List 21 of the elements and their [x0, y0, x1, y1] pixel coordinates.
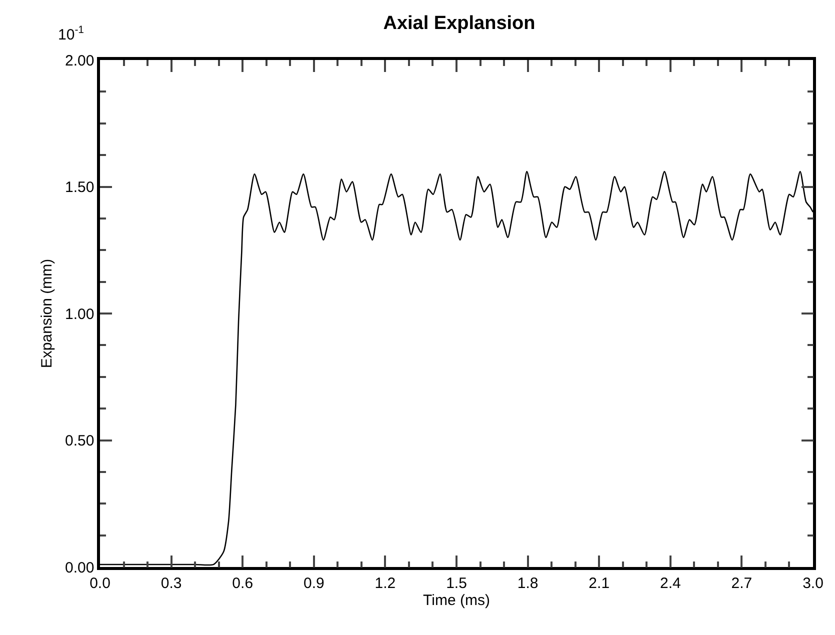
chart-title: Axial Explansion: [383, 13, 536, 34]
x-tick-label: 2.1: [588, 574, 610, 592]
x-axis-title: Time (ms): [423, 592, 490, 609]
x-tick-label: 2.4: [660, 574, 681, 592]
x-tick-label: 0.6: [232, 574, 254, 592]
x-tick-label: 1.8: [517, 574, 538, 592]
y-tick-label: 0.50: [65, 432, 94, 450]
y-axis-title: Expansion (mm): [38, 258, 56, 368]
x-tick-label: 0.3: [160, 574, 182, 592]
x-tick-label: 3.0: [802, 574, 824, 592]
y-tick-label: 0.00: [65, 559, 94, 576]
x-tick-label: 0.0: [90, 574, 110, 592]
x-tick-label: 1.5: [446, 574, 467, 592]
x-tick-label: 1.2: [374, 574, 396, 592]
line-series: [100, 170, 813, 566]
y-tick-label: 2.00: [65, 52, 94, 70]
y-tick-label: 1.50: [65, 179, 94, 196]
x-tick-label: 2.7: [731, 574, 752, 592]
y-tick-label: 1.00: [65, 306, 94, 323]
x-tick-label: 0.9: [303, 574, 324, 592]
text: 10$^{-1}$: [58, 24, 84, 44]
